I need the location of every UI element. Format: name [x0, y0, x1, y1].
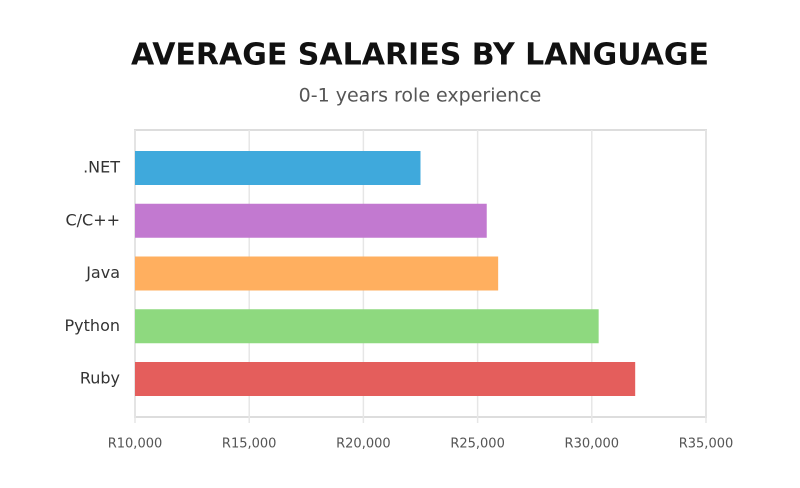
x-tick-label: R30,000: [565, 437, 620, 452]
x-tick-label: R15,000: [222, 437, 277, 452]
bar: [135, 362, 636, 396]
x-tick-label: R10,000: [108, 437, 163, 452]
chart-subtitle: 0-1 years role experience: [299, 85, 542, 107]
chart-title: AVERAGE SALARIES BY LANGUAGE: [131, 38, 709, 73]
x-tick-label: R20,000: [336, 437, 391, 452]
y-tick-label: C/C++: [65, 210, 120, 229]
y-tick-label: .NET: [83, 158, 120, 177]
y-tick-label: Ruby: [80, 369, 120, 388]
bar: [135, 151, 421, 185]
x-tick-label: R25,000: [450, 437, 505, 452]
bar: [135, 203, 487, 238]
y-tick-label: Java: [85, 263, 120, 282]
bar: [135, 256, 499, 291]
bar: [135, 309, 599, 344]
y-tick-label: Python: [65, 316, 120, 335]
x-tick-label: R35,000: [679, 437, 734, 452]
